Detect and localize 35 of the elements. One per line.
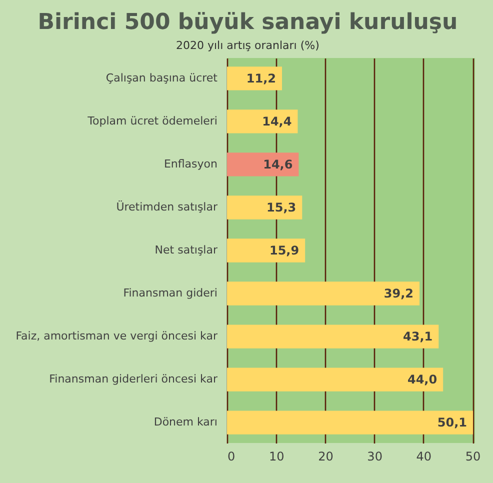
- x-tick-label: 20: [318, 450, 334, 464]
- bar: [227, 410, 474, 434]
- data-label: 43,1: [403, 330, 433, 344]
- y-tick-label: Üretimden satışlar: [116, 199, 218, 214]
- y-tick-label: Finansman giderleri öncesi kar: [49, 372, 218, 386]
- y-tick-label: Çalışan başına ücret: [106, 71, 218, 84]
- data-label: 15,3: [266, 200, 296, 214]
- x-tick-label: 0: [228, 450, 236, 464]
- data-label: 11,2: [246, 71, 276, 86]
- y-tick-label: Faiz, amortisman ve vergi öncesi kar: [16, 330, 218, 343]
- bar: [227, 152, 299, 176]
- bar: [227, 282, 420, 306]
- y-tick-label: Enflasyon: [164, 157, 218, 170]
- y-tick-label: Finansman gideri: [123, 286, 218, 300]
- data-label: 39,2: [384, 286, 414, 301]
- data-label: 44,0: [407, 372, 438, 387]
- x-tick-label: 40: [416, 450, 432, 464]
- x-tick-label: 50: [465, 450, 481, 464]
- bar: [227, 238, 306, 262]
- y-tick-label: Toplam ücret ödemeleri: [86, 114, 218, 128]
- chart-title: Birinci 500 büyük sanayi kuruluşu: [38, 10, 458, 35]
- bar: [227, 368, 444, 392]
- x-tick-label: 10: [268, 450, 284, 464]
- data-label: 50,1: [437, 416, 468, 430]
- data-label: 15,9: [269, 244, 300, 258]
- x-tick-label: 30: [367, 450, 382, 464]
- bar: [227, 196, 302, 220]
- chart-subtitle: 2020 yılı artış oranları (%): [176, 39, 320, 52]
- y-tick-label: Dönem karı: [154, 416, 218, 429]
- bar: [227, 110, 298, 134]
- bar: [227, 66, 282, 90]
- data-label: 14,6: [263, 157, 293, 172]
- data-label: 14,4: [262, 114, 292, 128]
- bar: [227, 324, 439, 348]
- y-tick-label: Net satışlar: [154, 244, 218, 256]
